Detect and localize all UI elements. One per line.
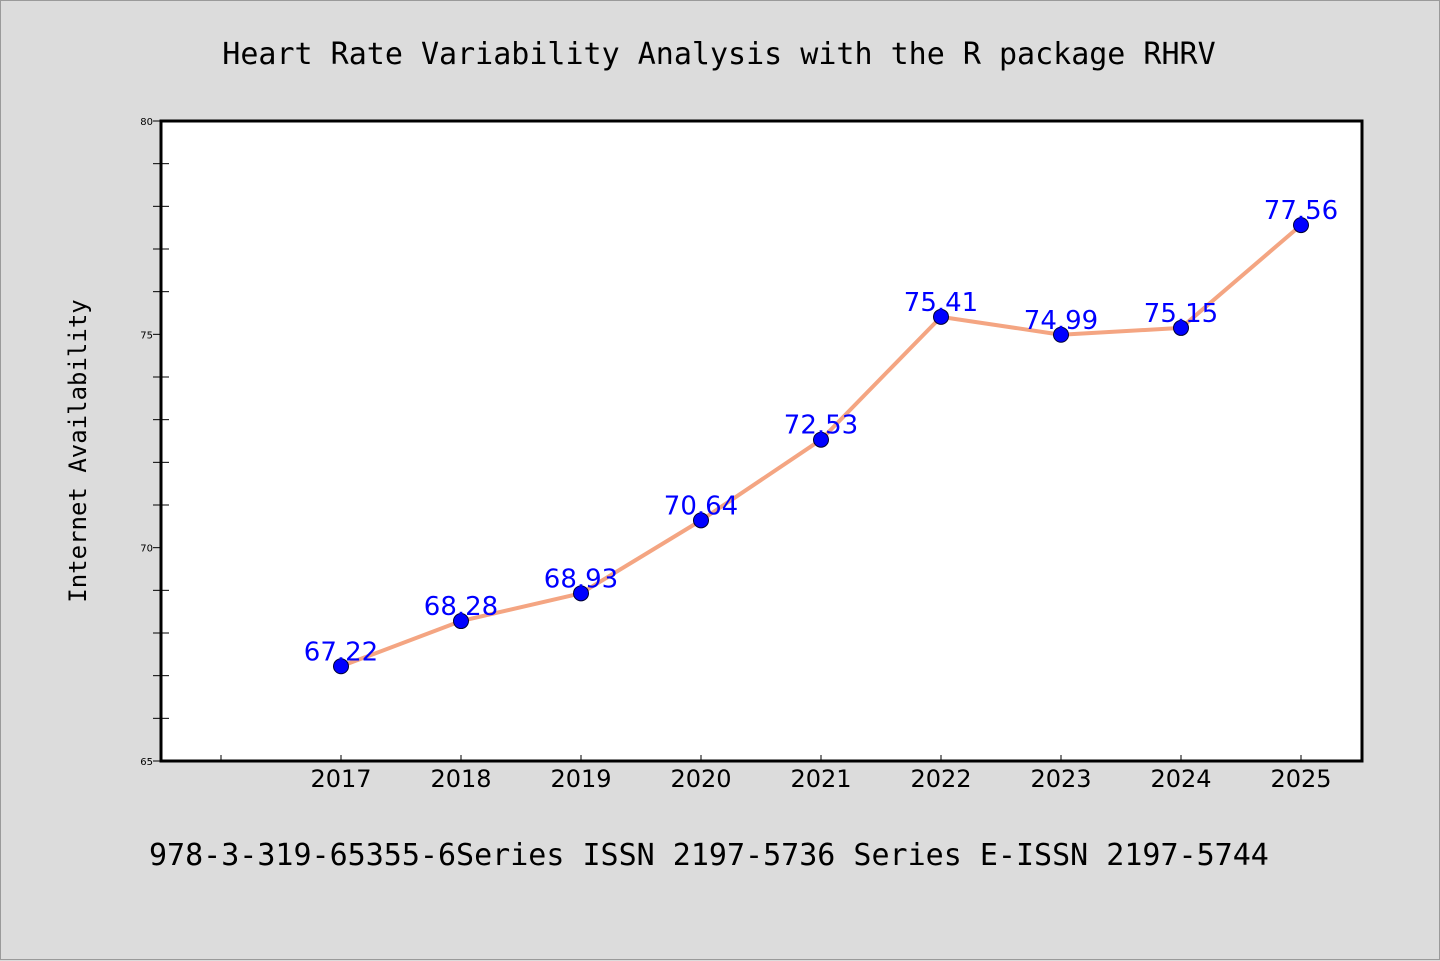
data-point <box>333 658 349 675</box>
y-tick-label: 65 <box>140 757 153 768</box>
data-point <box>1293 217 1309 234</box>
y-axis: 65 70 75 80 <box>140 117 169 768</box>
data-point <box>1173 319 1189 336</box>
data-point <box>813 431 829 448</box>
chart-title: Heart Rate Variability Analysis with the… <box>222 37 1215 72</box>
series-layer <box>333 217 1309 675</box>
data-label: 75.41 <box>904 288 978 318</box>
data-point <box>573 585 589 602</box>
data-label: 68.28 <box>424 592 498 622</box>
data-label: 67.22 <box>304 637 378 667</box>
x-tick-label: 2021 <box>790 765 851 793</box>
x-tick-label: 2020 <box>670 765 731 793</box>
data-point <box>1053 326 1069 343</box>
y-tick-label: 80 <box>140 117 153 128</box>
x-tick-label: 2017 <box>310 765 371 793</box>
data-point <box>933 308 949 325</box>
y-tick-label: 70 <box>140 544 153 555</box>
data-label: 74.99 <box>1024 306 1098 336</box>
x-tick-label: 2023 <box>1030 765 1091 793</box>
plot-area <box>159 119 1364 763</box>
data-label: 68.93 <box>544 564 618 594</box>
y-axis-label: Internet Availability <box>64 299 92 602</box>
data-point <box>693 512 709 529</box>
x-tick-label: 2024 <box>1150 765 1211 793</box>
y-tick-label: 75 <box>140 330 153 341</box>
footer-text: 978-3-319-65355-6Series ISSN 2197-5736 S… <box>149 838 1269 873</box>
x-tick-label: 2025 <box>1270 765 1331 793</box>
data-label: 70.64 <box>664 491 738 521</box>
x-tick-label: 2022 <box>910 765 971 793</box>
data-label: 77.56 <box>1264 196 1338 226</box>
x-tick-label: 2019 <box>550 765 611 793</box>
data-labels: 67.22 68.28 68.93 70.64 72.53 75.41 74.99 75.15… <box>304 196 1338 667</box>
x-tick-label: 2018 <box>430 765 491 793</box>
data-label: 75.15 <box>1144 299 1218 329</box>
data-point <box>453 613 469 630</box>
x-axis: 2017 2018 2019 2020 2021 2022 2023 2024 2025 <box>220 755 1332 793</box>
data-label: 72.53 <box>784 411 858 441</box>
